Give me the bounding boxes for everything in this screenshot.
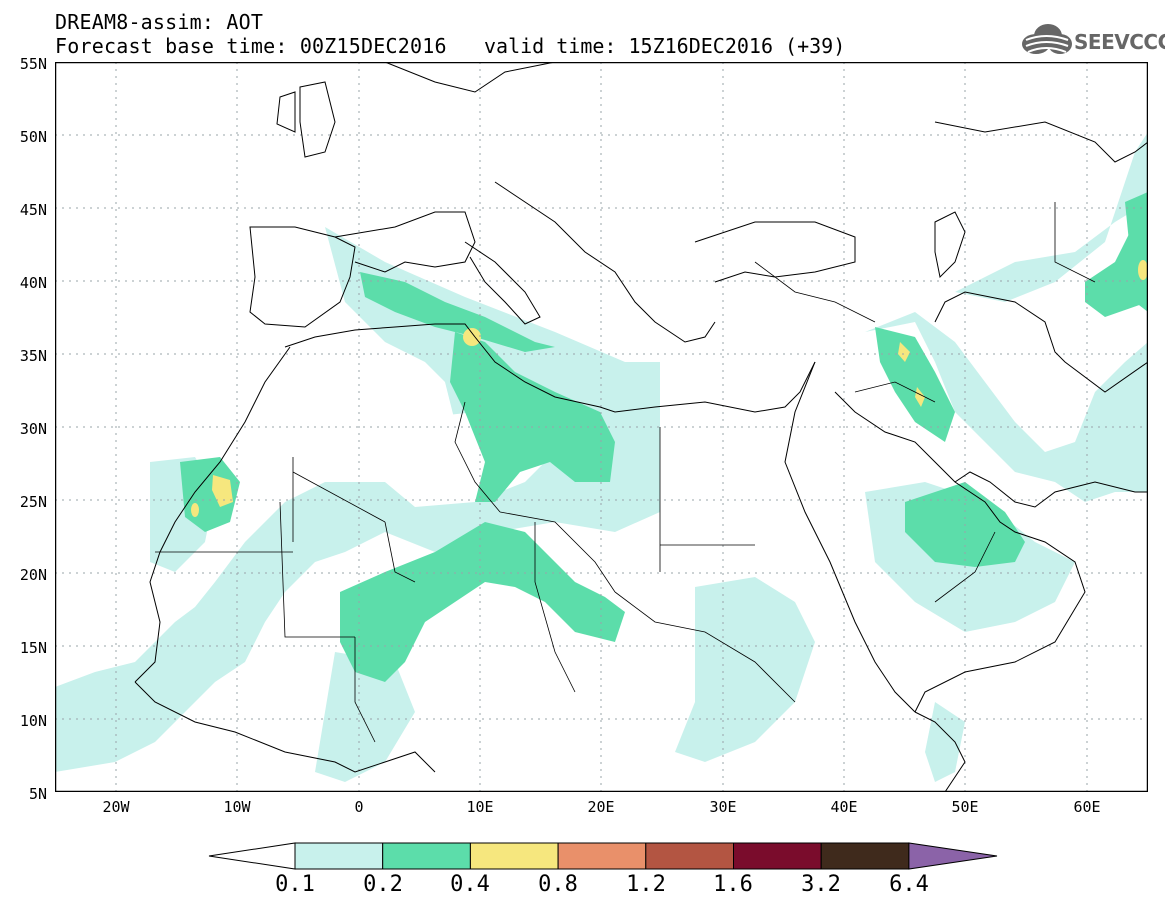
- lon-label: 10W: [223, 798, 251, 816]
- colorbar-svg: [208, 842, 998, 870]
- lon-label: 10E: [466, 798, 494, 816]
- lat-label: 30N: [19, 420, 47, 438]
- aot-contour-0-4: [191, 260, 1148, 517]
- map-title: DREAM8-assim: AOT: [55, 10, 264, 34]
- aot-map: [54, 61, 1149, 793]
- lat-label: 20N: [19, 566, 47, 584]
- map-border: [54, 61, 1149, 793]
- logo-text: SEEVCCC: [1074, 30, 1165, 54]
- lon-label: 50E: [951, 798, 979, 816]
- country-borders: [155, 202, 1096, 743]
- lon-label: 20E: [587, 798, 615, 816]
- colorbar-label: 0.8: [538, 872, 578, 897]
- lon-label: 60E: [1073, 798, 1101, 816]
- forecast-base-time: Forecast base time: 00Z15DEC2016: [55, 34, 447, 58]
- colorbar-label: 0.1: [275, 872, 315, 897]
- cloud-icon: [1022, 24, 1072, 54]
- coastlines: [134, 62, 1148, 792]
- colorbar-segment: [469, 842, 559, 870]
- colorbar-segment: [557, 842, 647, 870]
- colorbar-label: 6.4: [889, 872, 929, 897]
- colorbar-segment: [820, 842, 910, 870]
- colorbar-label: 0.2: [363, 872, 403, 897]
- lat-label: 35N: [19, 347, 47, 365]
- lat-label: 10N: [19, 712, 47, 730]
- seevccc-logo: SEEVCCC: [1018, 22, 1165, 58]
- lon-label: 40E: [830, 798, 858, 816]
- lon-label: 20W: [102, 798, 130, 816]
- colorbar-label: 0.4: [450, 872, 490, 897]
- lat-label: 40N: [19, 274, 47, 292]
- colorbar-lower-arrow: [208, 842, 296, 870]
- colorbar-label: 1.6: [713, 872, 753, 897]
- map-canvas: [54, 61, 1149, 793]
- valid-time: valid time: 15Z16DEC2016 (+39): [484, 34, 846, 58]
- lat-label: 25N: [19, 493, 47, 511]
- colorbar-label: 1.2: [626, 872, 666, 897]
- colorbar-segment: [645, 842, 734, 870]
- colorbar-segment: [294, 842, 384, 870]
- map-gridlines: [55, 62, 1148, 792]
- colorbar-segment: [733, 842, 822, 870]
- lon-label: 30E: [709, 798, 737, 816]
- lat-label: 45N: [19, 201, 47, 219]
- colorbar: [208, 842, 998, 870]
- lat-label: 55N: [19, 55, 47, 73]
- colorbar-label: 3.2: [801, 872, 841, 897]
- lat-label: 50N: [19, 128, 47, 146]
- colorbar-segment: [382, 842, 471, 870]
- lon-label: 0: [354, 798, 364, 816]
- lat-label: 15N: [19, 639, 47, 657]
- lat-label: 5N: [28, 785, 47, 803]
- colorbar-upper-arrow: [908, 842, 998, 870]
